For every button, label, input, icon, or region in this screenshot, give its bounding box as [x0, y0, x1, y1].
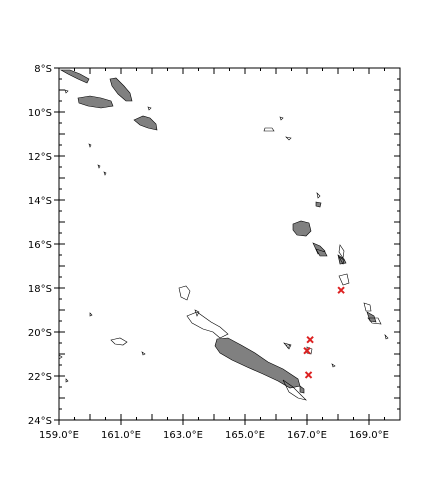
- marker-site-3: [304, 371, 313, 379]
- island-torres: [263, 127, 275, 132]
- x-tick-label: 161.0°E: [101, 430, 141, 441]
- marker-site-4: [337, 286, 345, 294]
- reef-chesterfield: [178, 285, 191, 301]
- y-tick-label: 24°S: [28, 416, 52, 427]
- island-futuna: [363, 302, 372, 312]
- island-reef-small-5: [141, 351, 146, 356]
- x-tick-label: 169.0°E: [349, 430, 389, 441]
- marker-stroke: [337, 286, 345, 294]
- y-tick-label: 10°S: [28, 108, 52, 119]
- reef-bellona: [110, 337, 128, 346]
- island-efate: [315, 248, 328, 257]
- y-tick-label: 8°S: [34, 64, 52, 75]
- marker-stroke: [306, 335, 314, 344]
- island-new-caledonia: [214, 337, 301, 389]
- y-tick-label: 20°S: [28, 328, 52, 339]
- island-reef-small-8: [147, 106, 152, 111]
- island-reef-small-6: [65, 378, 69, 383]
- y-tick-label: 18°S: [28, 284, 52, 295]
- marker-site-1: [306, 335, 314, 344]
- island-reef-small-11: [285, 344, 291, 349]
- island-tanna: [338, 256, 345, 265]
- island-reef-small-10: [331, 363, 336, 368]
- x-tick-label: 163.0°E: [163, 430, 203, 441]
- island-santa-isabel: [77, 95, 114, 109]
- island-vanikoro: [315, 201, 322, 208]
- marker-site-2: [303, 346, 311, 355]
- y-tick-label: 12°S: [28, 152, 52, 163]
- y-tick-label: 22°S: [28, 372, 52, 383]
- island-choiseul: [59, 69, 90, 84]
- map-frame: [58, 67, 401, 421]
- island-vanuatu-east: [338, 273, 350, 286]
- reef-new-caledonia-south: [282, 379, 307, 401]
- reef-new-caledonia-outer: [186, 311, 229, 339]
- island-isabel-north: [64, 89, 69, 94]
- island-espiritu-santo: [292, 220, 312, 237]
- marker-layer: [303, 286, 345, 379]
- island-vanuatu-north: [338, 244, 345, 259]
- island-lifou: [283, 342, 292, 350]
- marker-stroke: [304, 371, 313, 379]
- y-tick-label: 14°S: [28, 196, 52, 207]
- island-aniwa: [367, 317, 382, 325]
- y-axis: 8°S 10°S 12°S 14°S 16°S 18°S 20°S 22°S 24°S: [28, 64, 400, 427]
- island-makira: [133, 115, 158, 131]
- island-reef-small-1: [88, 143, 92, 148]
- island-hunter: [384, 334, 389, 340]
- reef-lansdowne: [194, 309, 200, 317]
- island-torres-2: [285, 136, 292, 141]
- x-tick-label: 165.0°E: [225, 430, 265, 441]
- island-reef-small-4: [89, 312, 93, 317]
- island-duff: [316, 192, 321, 199]
- island-malaita: [109, 77, 133, 102]
- island-aneityum: [366, 311, 377, 323]
- y-tick-label: 16°S: [28, 240, 52, 251]
- x-axis: 159.0°E 161.0°E 163.0°E 165.0°E 167.0°E 169.0…: [39, 68, 401, 441]
- x-tick-label: 159.0°E: [39, 430, 79, 441]
- map-plot-area: [58, 67, 401, 421]
- x-tick-label: 167.0°E: [287, 430, 327, 441]
- island-loyalty: [299, 385, 305, 394]
- island-reef-small-2: [97, 164, 101, 169]
- island-reef-small-9: [279, 116, 284, 121]
- island-reef-small-3: [103, 171, 107, 176]
- marker-stroke: [303, 346, 311, 355]
